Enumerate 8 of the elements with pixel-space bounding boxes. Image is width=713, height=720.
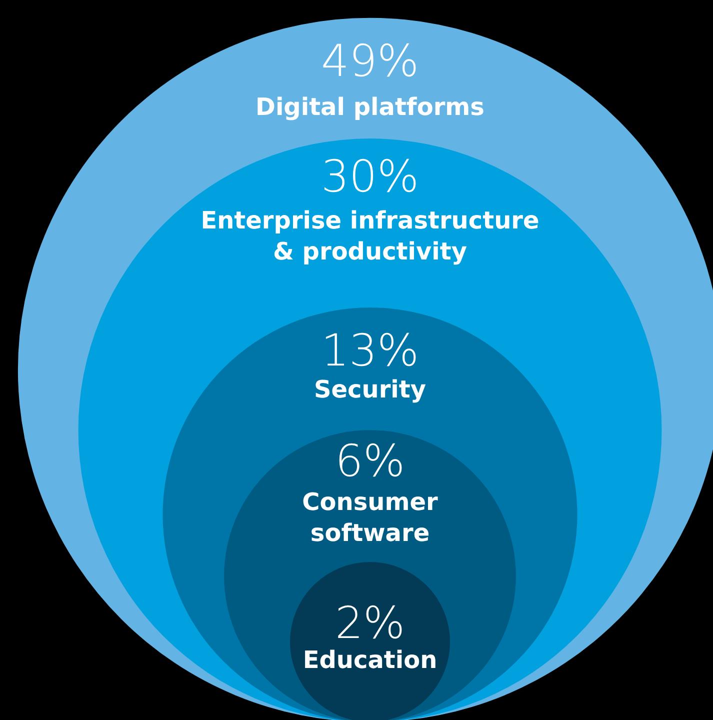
category-label: Consumer software [302, 488, 438, 548]
data-label: 13% [321, 325, 419, 376]
category-label: Enterprise infrastructure & productivity [200, 206, 540, 266]
data-label: 6% [335, 436, 405, 488]
category-label: Digital platforms [256, 92, 484, 121]
data-label: 49% [321, 36, 419, 87]
category-label: Security [314, 375, 426, 404]
data-label: 30% [321, 152, 419, 203]
